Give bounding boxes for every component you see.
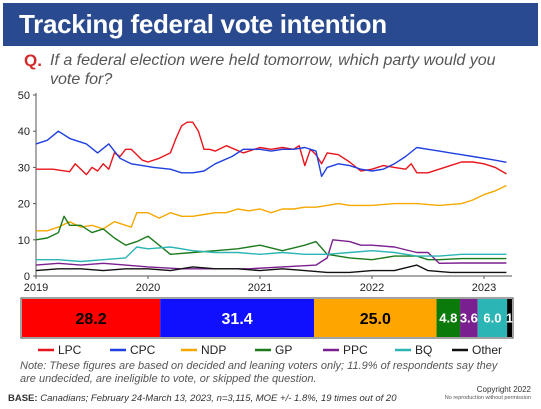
- legend-label-cpc: CPC: [130, 343, 156, 357]
- y-tick-label: 10: [18, 235, 30, 247]
- legend-label-bq: BQ: [415, 343, 432, 357]
- x-tick-label: 2019: [24, 282, 48, 294]
- y-tick-label: 30: [18, 162, 30, 174]
- page-title: Tracking federal vote intention: [19, 9, 387, 39]
- stacked-bar-segment-other: [507, 299, 512, 337]
- stacked-bar-label-bq: 6.0: [483, 311, 501, 326]
- base-detail: Canadians; February 24-March 13, 2023, n…: [37, 393, 397, 404]
- base-text: BASE: Canadians; February 24-March 13, 2…: [8, 393, 396, 404]
- series-line-lpc: [36, 121, 507, 176]
- copyright-subtext: No reproduction without permission: [444, 395, 531, 401]
- x-tick-label: 2022: [360, 282, 384, 294]
- series-line-ppc: [35, 239, 507, 270]
- copyright-text: Copyright 2022: [476, 385, 531, 394]
- base-label: BASE:: [8, 393, 38, 404]
- series-line-cpc: [35, 130, 507, 178]
- stacked-bar-label-other: 1: [506, 311, 513, 326]
- question-label: Q.: [24, 51, 42, 70]
- x-tick-label: 2023: [472, 282, 496, 294]
- stacked-bar-label-cpc: 31.4: [222, 311, 253, 328]
- y-tick-label: 40: [18, 126, 30, 138]
- y-tick-label: 50: [18, 90, 30, 102]
- legend-label-other: Other: [472, 343, 502, 357]
- legend-label-gp: GP: [275, 343, 292, 357]
- series-line-ndp: [36, 184, 507, 232]
- legend-label-lpc: LPC: [58, 343, 82, 357]
- question-text: If a federal election were held tomorrow…: [50, 52, 496, 88]
- footnote: Note: These figures are based on decided…: [20, 360, 498, 385]
- stacked-bar-label-ppc: 3.6: [460, 311, 478, 326]
- x-tick-label: 2020: [136, 282, 160, 294]
- stacked-bar-segment-lpc: [22, 299, 161, 337]
- legend-label-ndp: NDP: [201, 343, 226, 357]
- stacked-bar-segment-bq: [477, 299, 508, 337]
- series-line-bq: [36, 246, 507, 263]
- stacked-bar-segment-ppc: [460, 299, 478, 337]
- x-tick-label: 2021: [248, 282, 272, 294]
- stacked-bar-label-gp: 4.8: [439, 311, 457, 326]
- stacked-bar-label-ndp: 25.0: [360, 311, 391, 328]
- stacked-bar-segment-cpc: [160, 299, 315, 337]
- y-tick-label: 0: [24, 271, 30, 283]
- stacked-bar-segment-gp: [436, 299, 461, 337]
- y-tick-label: 20: [18, 199, 30, 211]
- copyright: Copyright 2022 No reproduction without p…: [445, 385, 531, 403]
- stacked-bar-frame: [20, 297, 514, 339]
- legend-label-ppc: PPC: [343, 343, 368, 357]
- series-line-other: [35, 264, 507, 274]
- stacked-bar-label-lpc: 28.2: [76, 311, 107, 328]
- stacked-bar-segment-ndp: [314, 299, 437, 337]
- title-bar: Tracking federal vote intention: [3, 3, 538, 46]
